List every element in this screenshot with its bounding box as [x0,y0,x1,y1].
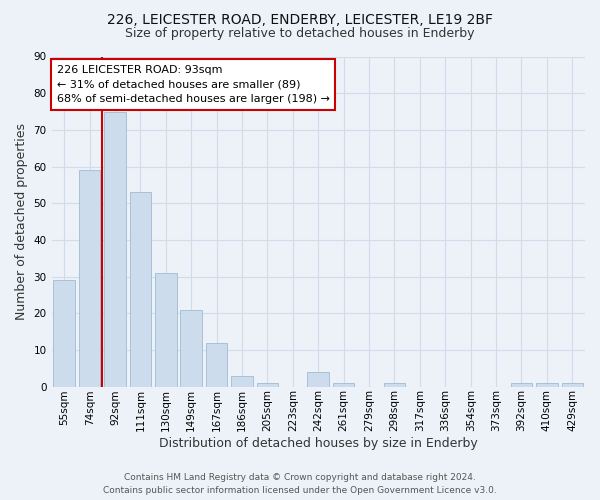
Bar [79,170,100,386]
Bar [257,383,278,386]
Bar [155,273,176,386]
Bar [536,383,557,386]
Bar [511,383,532,386]
Bar [130,192,151,386]
Y-axis label: Number of detached properties: Number of detached properties [15,123,28,320]
Text: Size of property relative to detached houses in Enderby: Size of property relative to detached ho… [125,28,475,40]
Text: Contains HM Land Registry data © Crown copyright and database right 2024.
Contai: Contains HM Land Registry data © Crown c… [103,474,497,495]
Bar [104,112,126,386]
Bar [562,383,583,386]
Bar [383,383,405,386]
Bar [206,342,227,386]
Text: 226, LEICESTER ROAD, ENDERBY, LEICESTER, LE19 2BF: 226, LEICESTER ROAD, ENDERBY, LEICESTER,… [107,12,493,26]
Bar [231,376,253,386]
Bar [53,280,75,386]
Text: 226 LEICESTER ROAD: 93sqm
← 31% of detached houses are smaller (89)
68% of semi-: 226 LEICESTER ROAD: 93sqm ← 31% of detac… [57,65,330,104]
Bar [307,372,329,386]
Bar [181,310,202,386]
X-axis label: Distribution of detached houses by size in Enderby: Distribution of detached houses by size … [159,437,478,450]
Bar [333,383,355,386]
